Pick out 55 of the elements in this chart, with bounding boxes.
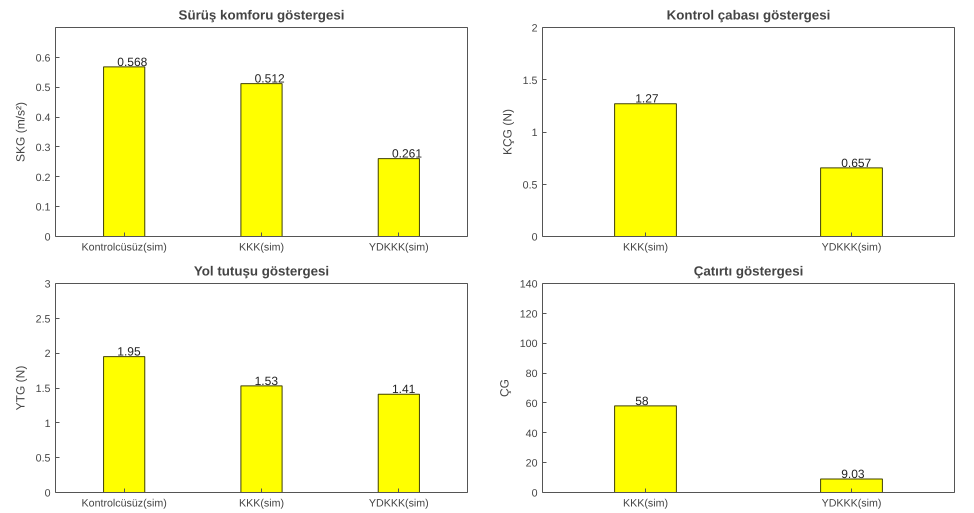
- y-tick-label: 3: [44, 278, 51, 290]
- y-tick-label: 0.2: [36, 172, 51, 184]
- y-tick-label: 1.5: [36, 383, 51, 395]
- y-tick-label: 60: [526, 398, 538, 410]
- y-tick-label: 0.5: [36, 82, 51, 94]
- x-tick-label: KKK(sim): [239, 498, 284, 510]
- y-tick-label: 2: [532, 22, 538, 34]
- y-tick-label: 0.6: [36, 52, 51, 64]
- y-tick-label: 1: [44, 418, 51, 430]
- y-axis-title: ÇG: [498, 379, 512, 397]
- y-axis-title: YTG (N): [14, 366, 28, 410]
- x-tick-label: YDKKK(sim): [368, 242, 429, 254]
- y-tick-label: 0: [44, 488, 51, 500]
- y-tick-label: 0.5: [522, 179, 538, 192]
- x-tick-label: KKK(sim): [623, 498, 668, 510]
- chart-title: Yol tutuşu göstergesi: [194, 264, 330, 278]
- data-label: 1.27: [635, 92, 659, 106]
- x-tick-label: Kontrolcüsüz(sim): [82, 498, 167, 510]
- y-tick-label: 0: [44, 232, 51, 244]
- x-tick-label: YDKKK(sim): [822, 242, 882, 254]
- y-tick-label: 0.3: [36, 142, 51, 154]
- x-tick-label: KKK(sim): [239, 242, 284, 254]
- y-tick-label: 0.4: [36, 112, 51, 124]
- y-tick-label: 1: [532, 127, 538, 139]
- data-label: 58: [635, 394, 649, 408]
- y-axis-title: SKG (m/s²): [14, 102, 28, 162]
- data-label: 0.657: [841, 156, 872, 170]
- y-tick-label: 2: [44, 348, 51, 360]
- y-tick-label: 80: [526, 368, 538, 380]
- x-tick-label: YDKKK(sim): [368, 498, 429, 510]
- y-tick-label: 40: [526, 428, 538, 440]
- y-axis-title: KÇG (N): [500, 109, 515, 155]
- data-label: 9.03: [841, 466, 865, 481]
- chart-title: Çatırtı göstergesi: [694, 264, 804, 278]
- y-tick-label: 100: [520, 338, 538, 350]
- y-tick-label: 20: [526, 458, 538, 470]
- y-tick-label: 120: [520, 308, 538, 320]
- y-tick-label: 140: [520, 278, 538, 290]
- chart-title: Kontrol çabası göstergesi: [666, 8, 830, 22]
- data-label: 1.95: [117, 344, 141, 359]
- x-tick-label: YDKKK(sim): [822, 498, 882, 510]
- data-label: 1.41: [392, 382, 416, 396]
- y-tick-label: 0: [532, 232, 538, 244]
- chart-title: Sürüş komforu göstergesi: [178, 8, 344, 22]
- y-tick-label: 0.5: [36, 452, 51, 465]
- data-label: 0.512: [254, 72, 285, 86]
- y-tick-label: 0: [532, 488, 538, 500]
- data-label: 0.261: [392, 146, 422, 161]
- x-tick-label: Kontrolcüsüz(sim): [82, 242, 167, 254]
- y-tick-label: 0.1: [36, 202, 51, 214]
- data-label: 0.568: [117, 54, 148, 69]
- y-tick-label: 1.5: [522, 74, 538, 87]
- data-label: 1.53: [254, 374, 278, 388]
- x-tick-label: KKK(sim): [623, 242, 668, 254]
- y-tick-label: 2.5: [36, 313, 51, 326]
